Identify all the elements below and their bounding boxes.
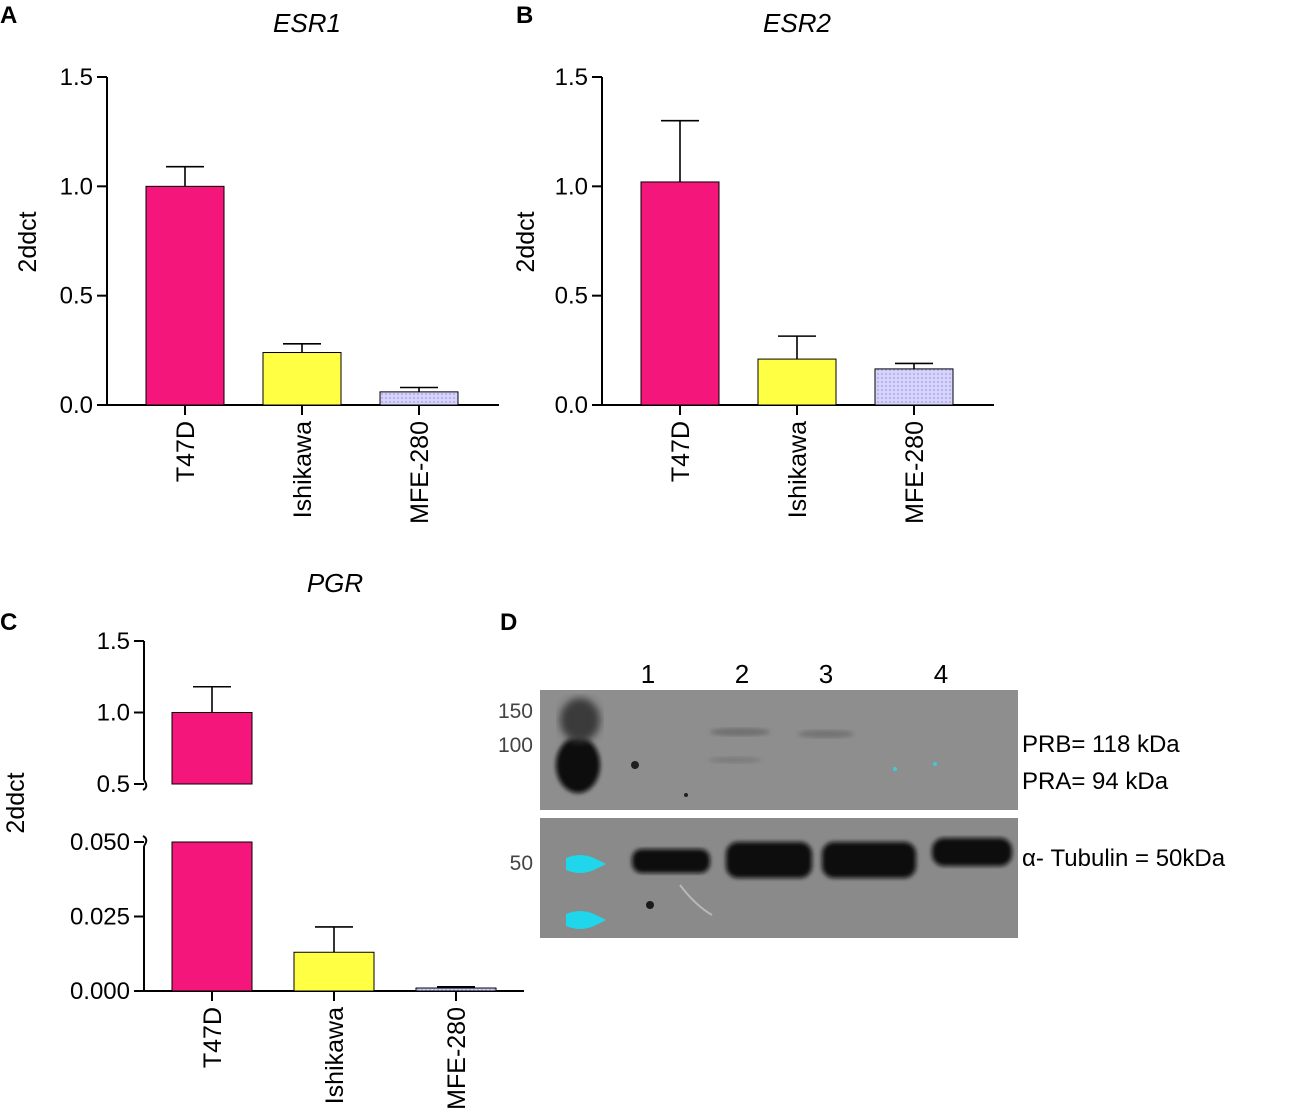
y-tick-label: 0.050	[70, 829, 130, 856]
chart-b-ylabel: 2ddct	[512, 211, 540, 272]
blot-speck	[646, 901, 654, 909]
ladder-band-large	[556, 737, 600, 793]
y-tick-label: 0.5	[97, 771, 130, 798]
chart-a-title: ESR1	[273, 8, 341, 38]
category-label: T47D	[667, 421, 695, 482]
western-blot: 1 2 3 4 150 100 50 PRB= 118 kDa PRA= 94 …	[498, 659, 1226, 938]
y-tick-label: 1.0	[97, 700, 130, 727]
marker-100: 100	[498, 734, 533, 757]
tubulin-band-lane2	[726, 842, 812, 878]
y-tick-label: 1.0	[555, 173, 588, 200]
y-tick-label: 0.0	[555, 392, 588, 419]
y-tick-label: 1.0	[60, 173, 93, 200]
y-tick-label: 0.025	[70, 904, 130, 931]
blot-speck	[893, 767, 897, 771]
marker-150: 150	[498, 700, 533, 723]
chart-a: 0.0 0.5 1.0 1.5 T47D Ishikawa MFE-280	[60, 64, 499, 524]
panel-letter-c: C	[0, 609, 17, 636]
y-tick-label: 1.5	[555, 64, 588, 91]
category-label: Ishikawa	[321, 1007, 349, 1104]
y-tick-label: 0.000	[70, 978, 130, 1005]
y-tick-label: 1.5	[97, 628, 130, 655]
panel-letter-a: A	[0, 2, 17, 29]
chart-c-title: PGR	[307, 568, 363, 598]
chart-c-ylabel: 2ddct	[2, 772, 30, 833]
bar-lower-segment	[171, 841, 253, 992]
blot-membrane-top	[540, 690, 1018, 810]
bar	[640, 181, 720, 406]
category-label: T47D	[172, 421, 200, 482]
tubulin-band-lane3	[822, 842, 916, 878]
panel-letter-b: B	[516, 2, 533, 29]
bar	[874, 368, 954, 406]
tubulin-band-lane1	[632, 849, 710, 873]
blot-scratch	[679, 884, 713, 916]
chart-c: 0.5 1.0 1.5 0.000 0.025 0.050 T47D Ishikawa MFE-…	[70, 628, 524, 1110]
label-pra: PRA= 94 kDa	[1022, 768, 1169, 795]
axis-break-lower	[142, 835, 148, 847]
axis-break-upper	[142, 779, 148, 791]
bar	[379, 391, 459, 406]
lane-label-1: 1	[641, 659, 655, 689]
ladder-marker-50	[566, 855, 606, 873]
bar	[145, 185, 225, 406]
y-tick-label: 0.5	[60, 283, 93, 310]
blot-speck	[933, 762, 937, 766]
bar	[293, 951, 375, 992]
marker-50: 50	[510, 852, 533, 875]
prb-band-lane2	[710, 728, 770, 736]
category-label: MFE-280	[901, 421, 929, 524]
category-label: MFE-280	[443, 1007, 471, 1110]
category-label: MFE-280	[406, 421, 434, 524]
lane-label-2: 2	[735, 659, 749, 689]
chart-b: 0.0 0.5 1.0 1.5 T47D Ishikawa MFE-280	[555, 64, 994, 524]
label-tubulin: α- Tubulin = 50kDa	[1022, 845, 1226, 872]
panel-letter-d: D	[500, 609, 517, 636]
chart-a-ylabel: 2ddct	[14, 211, 42, 272]
ladder-marker-37	[566, 911, 606, 929]
prb-band-lane3	[798, 730, 854, 738]
lane-label-3: 3	[819, 659, 833, 689]
blot-speck	[684, 793, 688, 797]
category-label: Ishikawa	[784, 421, 812, 518]
bar-upper-segment	[171, 712, 253, 785]
category-label: T47D	[199, 1007, 227, 1068]
tubulin-band-lane4	[932, 838, 1012, 866]
y-tick-label: 0.0	[60, 392, 93, 419]
category-label: Ishikawa	[289, 421, 317, 518]
pra-band-lane2	[709, 757, 761, 763]
label-prb: PRB= 118 kDa	[1022, 731, 1180, 758]
ladder-band-smear	[560, 698, 600, 742]
chart-b-title: ESR2	[763, 8, 831, 38]
y-tick-label: 0.5	[555, 283, 588, 310]
lane-label-4: 4	[934, 659, 948, 689]
blot-speck	[631, 761, 639, 769]
bar	[262, 352, 342, 406]
bar	[415, 987, 497, 992]
y-tick-label: 1.5	[60, 64, 93, 91]
bar	[757, 358, 837, 406]
